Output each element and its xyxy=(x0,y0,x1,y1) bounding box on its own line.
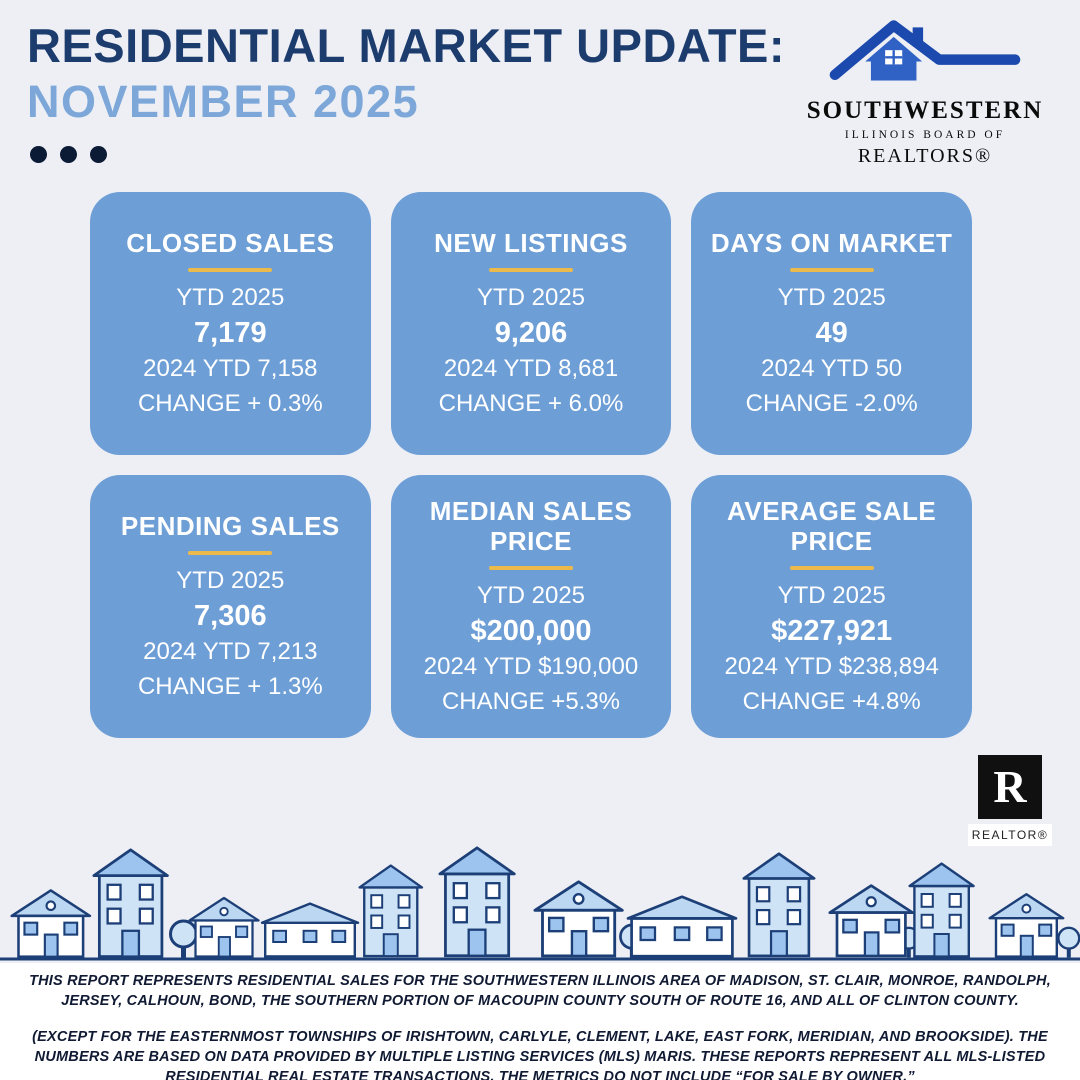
card-previous: 2024 YTD 50 xyxy=(761,355,903,383)
accent-rule xyxy=(789,268,874,273)
org-subtitle: ILLINOIS BOARD OF xyxy=(844,129,1006,141)
card-change: CHANGE +4.8% xyxy=(742,688,921,716)
card-change: CHANGE + 6.0% xyxy=(438,390,624,418)
stat-card-average-sale-price: AVERAGE SALE PRICE YTD 2025 $227,921 202… xyxy=(691,475,972,738)
page-subtitle: NOVEMBER 2025 xyxy=(27,76,420,127)
stat-card-days-on-market: DAYS ON MARKET YTD 2025 49 2024 YTD 50 C… xyxy=(691,192,972,455)
card-period: YTD 2025 xyxy=(476,582,586,610)
decorative-dots xyxy=(30,146,107,163)
card-value: $200,000 xyxy=(470,615,592,648)
card-title: MEDIAN SALES PRICE xyxy=(429,495,633,556)
org-realtors: REALTORS® xyxy=(857,145,993,167)
card-title: CLOSED SALES xyxy=(126,227,335,258)
house-roof-logo-icon xyxy=(829,20,1021,81)
accent-rule xyxy=(789,566,874,571)
stat-cards-grid: CLOSED SALES YTD 2025 7,179 2024 YTD 7,1… xyxy=(90,192,972,738)
card-change: CHANGE + 0.3% xyxy=(137,390,323,418)
card-period: YTD 2025 xyxy=(476,284,586,312)
card-previous: 2024 YTD $190,000 xyxy=(423,653,639,681)
card-value: 7,306 xyxy=(194,600,267,633)
footer-paragraph-1: THIS REPORT REPRESENTS RESIDENTIAL SALES… xyxy=(29,973,1051,1010)
accent-rule xyxy=(488,268,573,273)
stat-card-pending-sales: PENDING SALES YTD 2025 7,306 2024 YTD 7,… xyxy=(90,475,371,738)
realtor-r-icon: R xyxy=(978,755,1042,819)
card-value: $227,921 xyxy=(771,615,893,648)
card-period: YTD 2025 xyxy=(176,284,285,312)
card-period: YTD 2025 xyxy=(777,582,886,610)
stat-card-median-sales-price: MEDIAN SALES PRICE YTD 2025 $200,000 202… xyxy=(390,475,672,738)
accent-rule xyxy=(188,268,273,273)
footer-disclaimer: THIS REPORT REPRESENTS RESIDENTIAL SALES… xyxy=(0,963,1080,1080)
stat-card-new-listings: NEW LISTINGS YTD 2025 9,206 2024 YTD 8,6… xyxy=(390,192,672,455)
org-logo: SOUTHWESTERN ILLINOIS BOARD OF REALTORS® xyxy=(800,16,1050,168)
card-change: CHANGE + 1.3% xyxy=(137,673,323,701)
dot-icon xyxy=(90,146,107,163)
accent-rule xyxy=(488,566,573,571)
card-period: YTD 2025 xyxy=(777,284,886,312)
card-previous: 2024 YTD 7,213 xyxy=(143,638,318,666)
card-value: 9,206 xyxy=(494,317,568,350)
card-period: YTD 2025 xyxy=(176,567,285,595)
page-title: RESIDENTIAL MARKET UPDATE: xyxy=(27,19,786,72)
card-title: NEW LISTINGS xyxy=(434,227,628,258)
card-value: 7,179 xyxy=(194,317,267,350)
dot-icon xyxy=(60,146,77,163)
realtor-badge: R REALTOR® xyxy=(968,755,1052,846)
dot-icon xyxy=(30,146,47,163)
card-change: CHANGE +5.3% xyxy=(441,688,621,716)
neighborhood-illustration-icon xyxy=(0,846,1080,961)
accent-rule xyxy=(188,551,273,556)
card-previous: 2024 YTD $238,894 xyxy=(724,653,939,681)
stat-card-closed-sales: CLOSED SALES YTD 2025 7,179 2024 YTD 7,1… xyxy=(90,192,371,455)
card-title: PENDING SALES xyxy=(120,510,340,541)
card-change: CHANGE -2.0% xyxy=(745,390,918,418)
realtor-r-letter: R xyxy=(993,761,1027,812)
card-title: AVERAGE SALE PRICE xyxy=(727,495,937,556)
card-previous: 2024 YTD 8,681 xyxy=(443,355,619,383)
realtor-label: REALTOR® xyxy=(968,824,1052,846)
footer-paragraph-2: (EXCEPT FOR THE EASTERNMOST TOWNSHIPS OF… xyxy=(32,1028,1048,1080)
card-previous: 2024 YTD 7,158 xyxy=(143,355,318,383)
org-name: SOUTHWESTERN xyxy=(806,97,1044,124)
card-title: DAYS ON MARKET xyxy=(710,227,953,258)
card-value: 49 xyxy=(815,317,848,350)
